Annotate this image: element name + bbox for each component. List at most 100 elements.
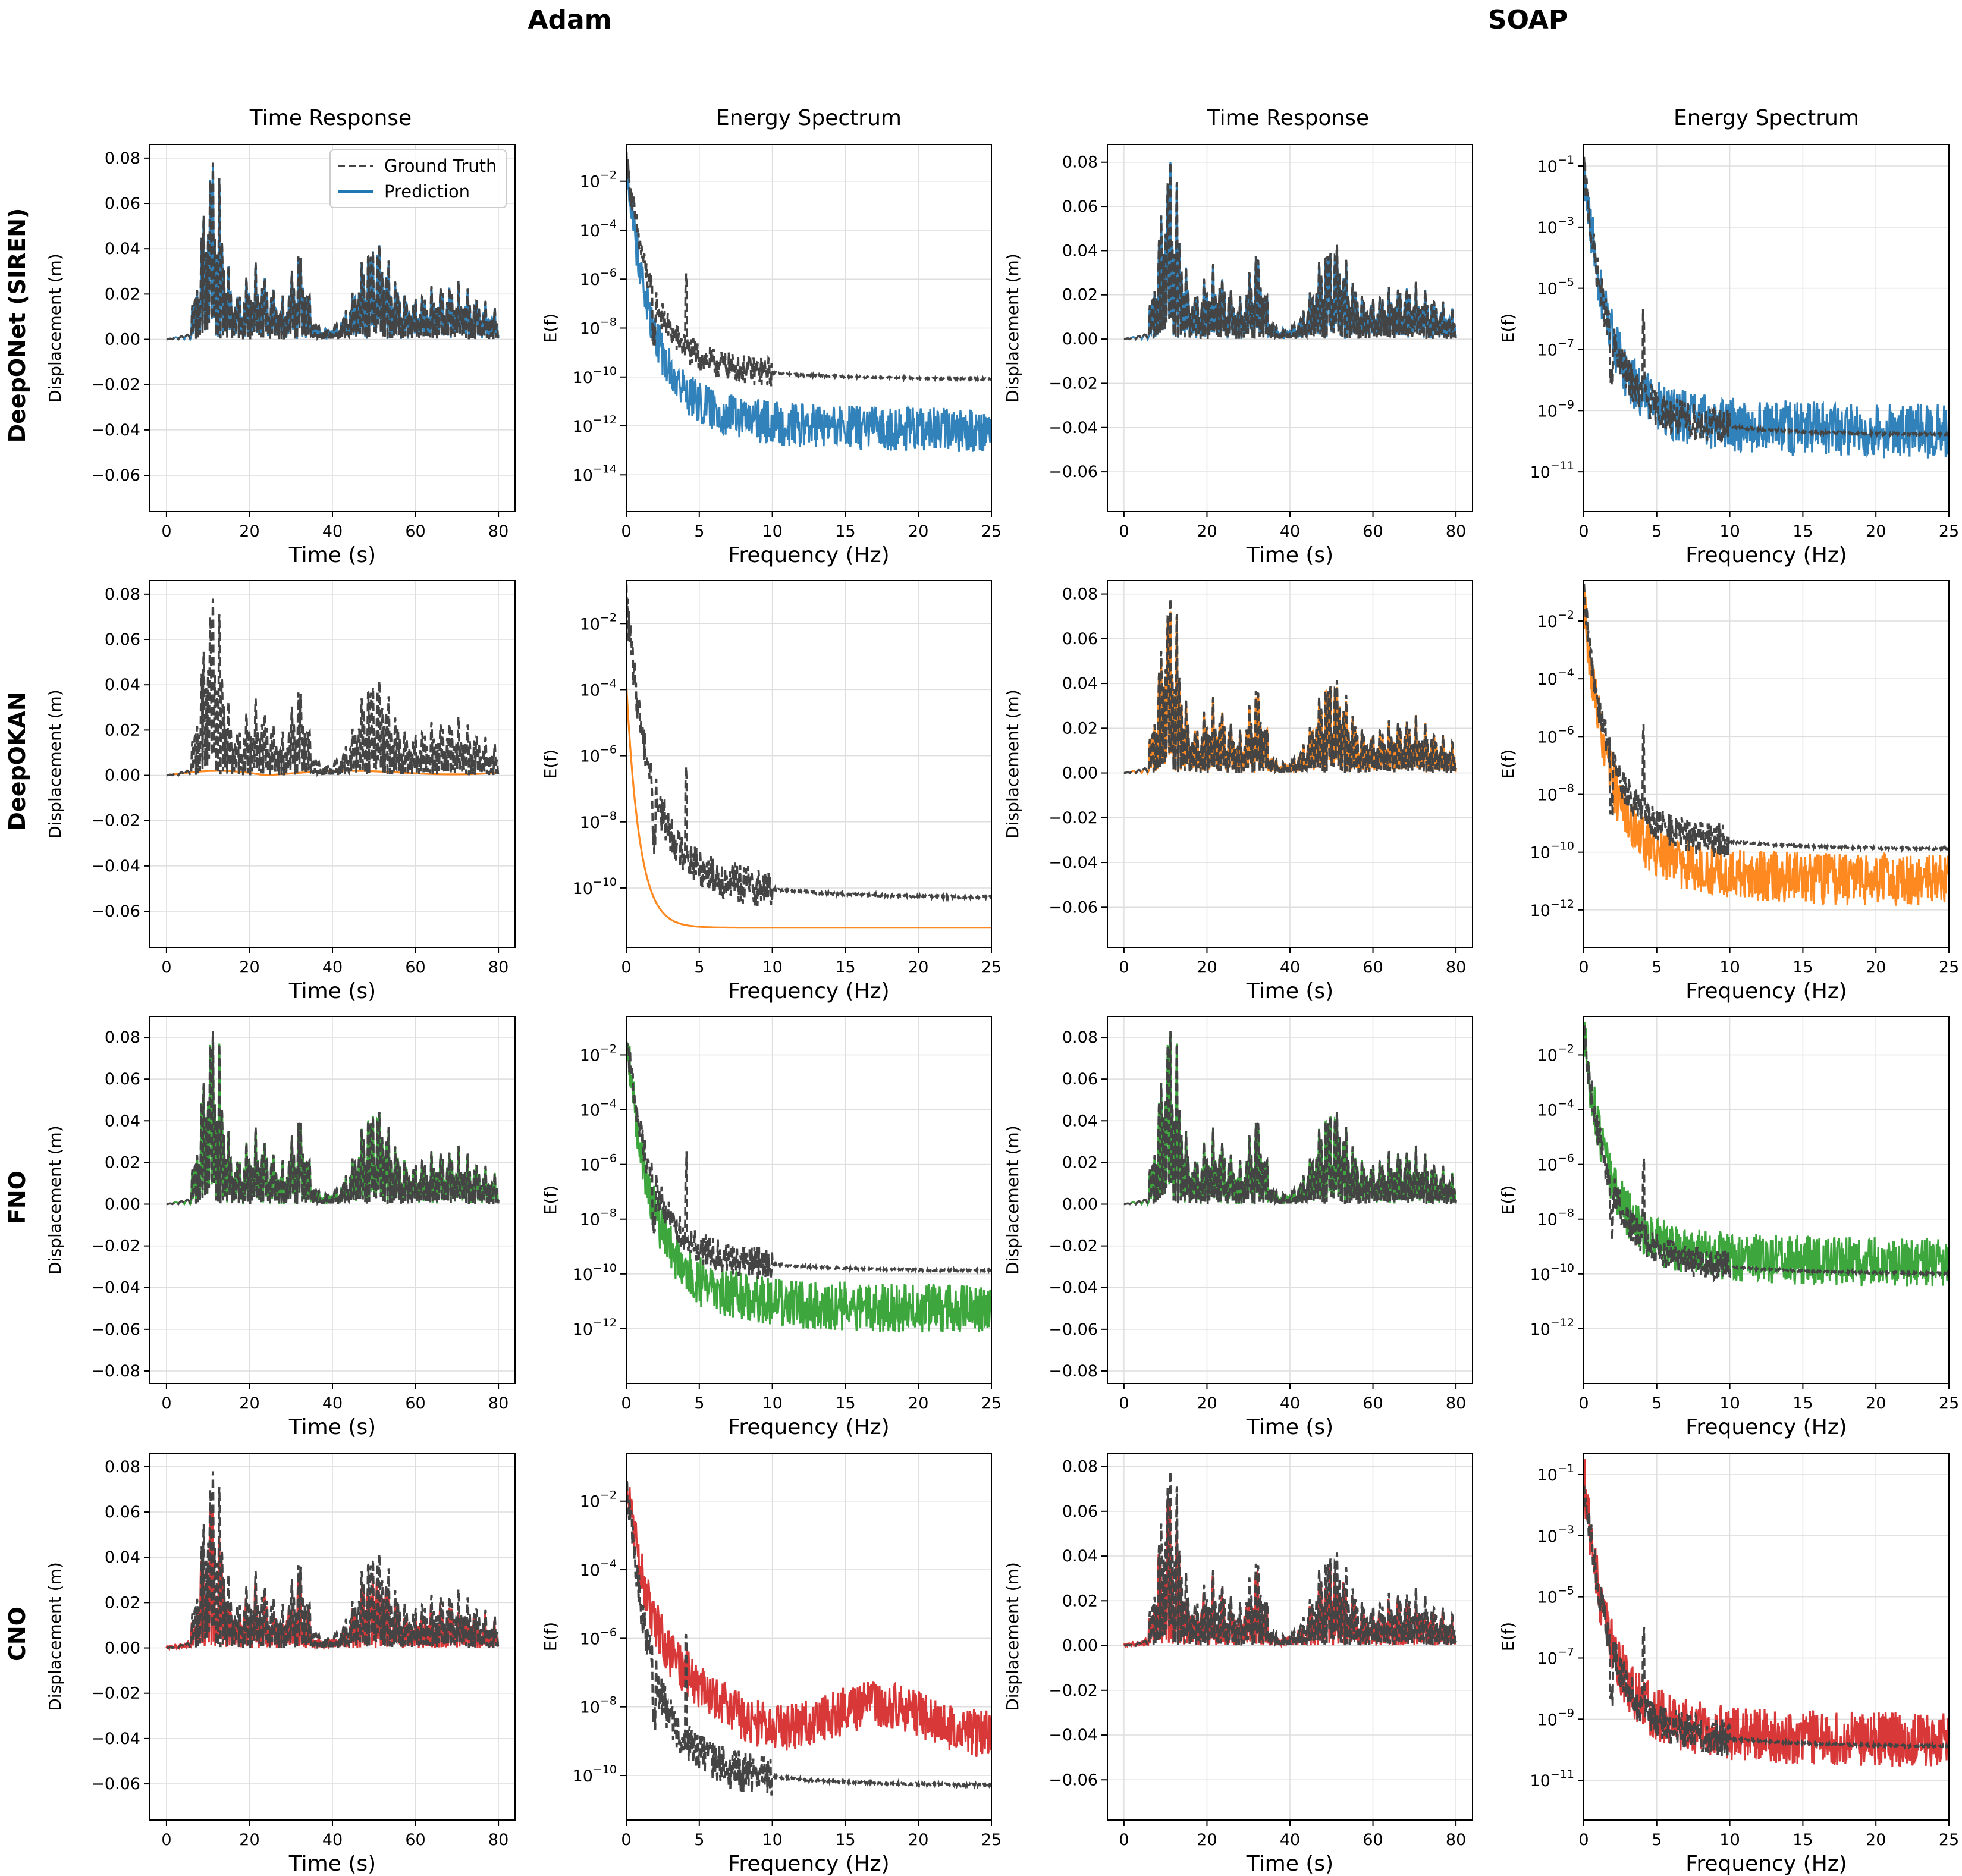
x-tick-label: 0 [621, 958, 631, 977]
ground-truth-series [166, 162, 500, 343]
y-tick-label: 10−12 [573, 1316, 617, 1339]
y-tick-label: 10−4 [1537, 1097, 1574, 1120]
x-tick-label: 60 [405, 1394, 425, 1413]
y-tick-label: 10−8 [580, 810, 617, 832]
y-tick-label: 0.02 [1062, 1153, 1098, 1172]
prediction-series [626, 1041, 991, 1333]
x-tick-label: 5 [1652, 522, 1662, 541]
y-tick-label: −0.02 [1049, 1682, 1098, 1700]
y-tick-label: 10−4 [580, 218, 617, 240]
y-tick-label: 10−6 [1537, 1152, 1574, 1175]
x-tick-label: 5 [694, 1831, 704, 1849]
x-tick-label: 10 [762, 522, 782, 541]
x-axis-label: Frequency (Hz) [1685, 543, 1847, 567]
subplot-okan-adam-spec: 0 5 10 15 20 25 10−10 10−8 10−6 10−4 10−2 Frequency… [541, 580, 1002, 1003]
y-axis-label: Displacement (m) [45, 689, 65, 839]
x-tick-label: 0 [1119, 522, 1129, 541]
ground-truth-series [166, 598, 500, 779]
y-tick-label: 0.08 [105, 585, 140, 604]
y-tick-label: 0.00 [1062, 1637, 1098, 1655]
x-axis-label: Frequency (Hz) [728, 543, 889, 567]
x-axis-label: Time (s) [1246, 979, 1333, 1003]
y-tick-label: 10−6 [580, 266, 617, 289]
subplot-cno-adam-spec: 0 5 10 15 20 25 10−10 10−8 10−6 10−4 10−2 Frequency… [541, 1453, 1002, 1876]
y-tick-label: −0.04 [1049, 854, 1098, 872]
y-tick-label: 10−11 [1530, 1768, 1574, 1790]
legend: Ground Truth Prediction [329, 149, 507, 208]
x-tick-label: 80 [1446, 1831, 1466, 1849]
y-tick-label: 10−8 [1537, 782, 1574, 805]
x-tick-label: 20 [1866, 1831, 1886, 1849]
axes-frame [1583, 1453, 1950, 1821]
x-axis-label: Time (s) [288, 1415, 376, 1439]
subplot-siren-soap-spec: 0 5 10 15 20 25 10−11 10−9 10−7 10−5 10−3 10−1 Frequ… [1498, 144, 1959, 567]
y-tick-label: 0.04 [105, 1548, 140, 1567]
y-tick-label: 10−2 [580, 1489, 617, 1511]
y-tick-label: −0.06 [1049, 1320, 1098, 1339]
y-tick-label: 0.06 [105, 630, 140, 649]
x-tick-label: 20 [908, 522, 928, 541]
y-tick-label: 10−9 [1537, 398, 1574, 421]
x-tick-label: 0 [1578, 1394, 1589, 1413]
y-tick-label: 10−6 [580, 1626, 617, 1648]
subplot-fno-adam-spec: 0 5 10 15 20 25 10−12 10−10 10−8 10−6 10−4 10−2 Freq… [541, 1016, 1002, 1439]
y-tick-label: 0.00 [1062, 330, 1098, 349]
axes-frame [626, 580, 992, 948]
y-tick-label: 0.04 [105, 1112, 140, 1130]
ground-truth-series [626, 584, 991, 906]
legend-prediction-label: Prediction [384, 181, 470, 202]
y-tick-label: −0.06 [91, 1775, 140, 1793]
x-axis-label: Time (s) [1246, 543, 1333, 567]
subplot-fno-soap-time: 0 20 40 60 80 −0.08 −0.06 −0.04 −0.02 0.00 0.02 0.0… [1003, 1016, 1473, 1439]
x-tick-label: 10 [762, 1831, 782, 1849]
y-tick-label: 10−6 [1537, 724, 1574, 746]
y-tick-label: 10−3 [1537, 1523, 1574, 1546]
y-tick-label: 0.08 [1062, 1458, 1098, 1476]
ground-truth-series [1584, 1485, 1949, 1756]
y-tick-label: −0.02 [91, 1684, 140, 1703]
row-label-fno: FNO [4, 1171, 30, 1224]
y-tick-label: 0.02 [105, 1593, 140, 1612]
axes-frame [1583, 580, 1950, 948]
x-axis-label: Time (s) [288, 979, 376, 1003]
y-tick-label: 0.06 [1062, 1502, 1098, 1521]
x-tick-label: 20 [1197, 1394, 1217, 1413]
y-tick-label: 10−10 [573, 1262, 617, 1284]
x-tick-label: 20 [239, 522, 259, 541]
x-axis-label: Frequency (Hz) [728, 1415, 889, 1439]
y-tick-label: 0.02 [1062, 286, 1098, 305]
x-tick-label: 0 [1119, 1394, 1129, 1413]
y-tick-label: 0.04 [105, 676, 140, 694]
x-tick-label: 10 [762, 958, 782, 977]
x-axis-label: Frequency (Hz) [1685, 979, 1847, 1003]
x-tick-label: 5 [694, 1394, 704, 1413]
y-tick-label: 10−2 [580, 1042, 617, 1065]
x-tick-label: 20 [908, 1831, 928, 1849]
y-tick-label: 10−8 [580, 1207, 617, 1229]
x-tick-label: 15 [1793, 1831, 1813, 1849]
y-axis-label: Displacement (m) [1003, 253, 1022, 403]
ground-truth-series [166, 1031, 500, 1207]
y-axis-label: E(f) [1498, 313, 1518, 343]
axes-frame [626, 1453, 992, 1821]
x-tick-label: 20 [908, 958, 928, 977]
y-tick-label: 10−10 [573, 876, 617, 898]
y-tick-label: 0.02 [105, 285, 140, 303]
x-tick-label: 25 [1939, 958, 1959, 977]
x-tick-label: 10 [762, 1394, 782, 1413]
x-tick-label: 20 [239, 1394, 259, 1413]
ground-truth-series [626, 152, 991, 387]
y-tick-label: 0.06 [105, 1070, 140, 1088]
subplot-siren-soap-time: 0 20 40 60 80 −0.06 −0.04 −0.02 0.00 0.02 0.04 0.06… [1003, 144, 1473, 567]
ground-truth-series [166, 1471, 500, 1651]
x-tick-label: 25 [981, 958, 1002, 977]
x-tick-label: 20 [1866, 522, 1886, 541]
x-tick-label: 0 [1578, 522, 1589, 541]
y-axis-label: Displacement (m) [45, 1125, 65, 1275]
x-tick-label: 40 [322, 522, 343, 541]
x-tick-label: 15 [1793, 522, 1813, 541]
subplot-grid: 0 20 40 60 80 −0.06 −0.04 −0.02 0.00 0.02 0.04 0.06… [45, 144, 1959, 1876]
x-tick-label: 10 [1719, 958, 1740, 977]
legend-box [329, 149, 507, 208]
y-tick-label: −0.06 [1049, 898, 1098, 917]
